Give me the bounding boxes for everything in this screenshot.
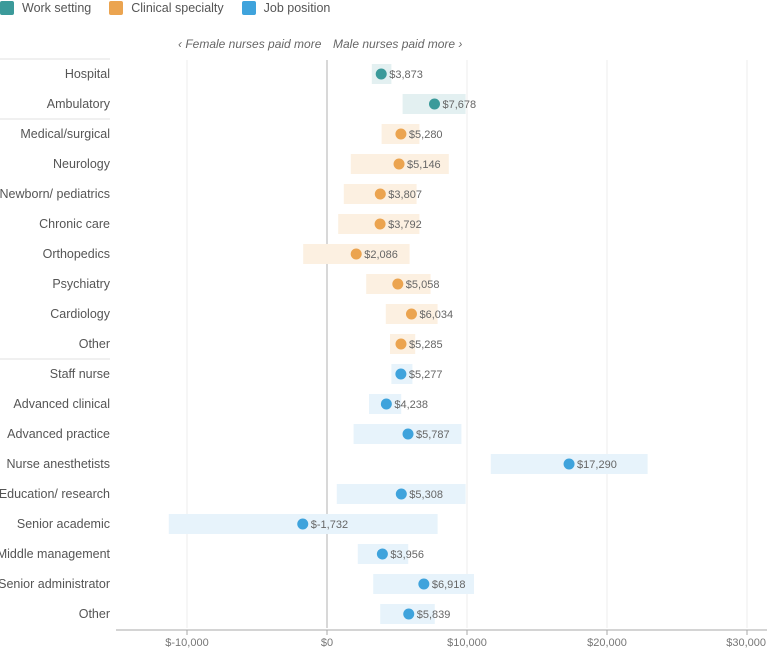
data-point	[393, 158, 405, 170]
data-label: $5,277	[409, 369, 443, 381]
legend-item-job-position[interactable]: Job position	[241, 1, 331, 15]
x-tick-label: $10,000	[447, 637, 487, 648]
row-label: Neurology	[53, 157, 111, 171]
data-point	[402, 428, 414, 440]
row-label: Staff nurse	[50, 367, 110, 381]
data-point	[428, 98, 440, 110]
data-label: $6,918	[432, 579, 466, 591]
data-label: $4,238	[394, 399, 428, 411]
row-label: Cardiology	[50, 307, 111, 321]
data-label: $3,807	[388, 189, 422, 201]
legend-label-clinical-specialty: Clinical specialty	[131, 1, 224, 15]
data-point	[403, 608, 415, 620]
data-point	[395, 128, 407, 140]
row-label: Medical/surgical	[20, 127, 110, 141]
direction-label-male: Male nurses paid more ›	[333, 37, 463, 51]
data-point	[297, 518, 309, 530]
legend-swatch-work-setting	[0, 1, 14, 15]
data-point	[375, 68, 387, 80]
row-label: Advanced clinical	[13, 397, 110, 411]
data-point	[395, 368, 407, 380]
data-label: $6,034	[419, 309, 453, 321]
row-label: Senior academic	[17, 517, 110, 531]
data-label: $5,146	[407, 159, 441, 171]
data-point	[405, 308, 417, 320]
legend-label-job-position: Job position	[263, 1, 331, 15]
row-label: Hospital	[65, 67, 110, 81]
row-label: Nurse anesthetists	[6, 457, 110, 471]
data-label: $7,678	[442, 99, 476, 111]
row-label: Chronic care	[39, 217, 110, 231]
data-label: $5,058	[406, 279, 440, 291]
data-point	[392, 278, 404, 290]
x-tick-label: $0	[321, 637, 333, 648]
data-label: $2,086	[364, 249, 398, 261]
data-label: $3,956	[390, 549, 424, 561]
legend-item-clinical-specialty[interactable]: Clinical specialty	[109, 1, 224, 15]
data-label: $5,787	[416, 429, 450, 441]
direction-label-female: ‹ Female nurses paid more	[178, 37, 322, 51]
row-label: Orthopedics	[43, 247, 110, 261]
data-point	[376, 548, 388, 560]
row-label: Middle management	[0, 547, 111, 561]
legend-label-work-setting: Work setting	[22, 1, 92, 15]
row-label: Newborn/ pediatrics	[0, 187, 110, 201]
data-label: $3,792	[388, 219, 422, 231]
row-label: Advanced practice	[7, 427, 110, 441]
data-point	[374, 218, 386, 230]
legend-swatch-job-position	[241, 1, 256, 15]
row-label: Senior administrator	[0, 577, 110, 591]
row-label: Ambulatory	[47, 97, 111, 111]
data-point	[418, 578, 430, 590]
x-tick-label: $30,000	[726, 637, 766, 648]
legend-swatch-clinical-specialty	[109, 1, 124, 15]
x-tick-label: $20,000	[587, 637, 627, 648]
data-label: $3,873	[389, 69, 423, 81]
data-label: $5,308	[409, 489, 443, 501]
row-label: Education/ research	[0, 487, 110, 501]
row-label: Other	[79, 337, 110, 351]
data-point	[395, 338, 407, 350]
legend-item-work-setting[interactable]: Work setting	[0, 1, 91, 15]
data-label: $5,285	[409, 339, 443, 351]
data-label: $17,290	[577, 459, 617, 471]
data-label: $5,839	[417, 609, 451, 621]
data-point	[563, 458, 575, 470]
data-point	[395, 488, 407, 500]
row-label: Other	[79, 607, 110, 621]
x-tick-label: $-10,000	[165, 637, 208, 648]
data-point	[380, 398, 392, 410]
data-label: $5,280	[409, 129, 443, 141]
data-point	[350, 248, 362, 260]
data-label: $-1,732	[311, 519, 348, 531]
row-label: Psychiatry	[52, 277, 110, 291]
chart-legend: Work setting Clinical specialty Job posi…	[0, 0, 348, 16]
data-point	[374, 188, 386, 200]
